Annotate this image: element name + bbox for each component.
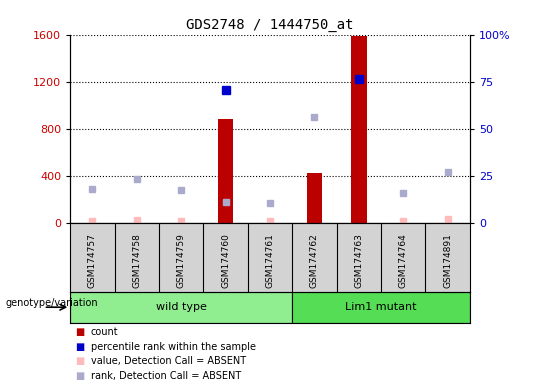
Text: wild type: wild type bbox=[156, 302, 207, 312]
Text: count: count bbox=[91, 327, 118, 337]
Text: GSM174759: GSM174759 bbox=[177, 233, 186, 288]
Text: GSM174760: GSM174760 bbox=[221, 233, 230, 288]
Bar bbox=[351, 36, 367, 223]
Bar bbox=[307, 173, 322, 223]
Text: GSM174763: GSM174763 bbox=[354, 233, 363, 288]
Text: GSM174762: GSM174762 bbox=[310, 233, 319, 288]
Title: GDS2748 / 1444750_at: GDS2748 / 1444750_at bbox=[186, 18, 354, 32]
Text: ■: ■ bbox=[76, 342, 85, 352]
Text: GSM174891: GSM174891 bbox=[443, 233, 452, 288]
Text: Lim1 mutant: Lim1 mutant bbox=[345, 302, 417, 312]
Text: GSM174761: GSM174761 bbox=[266, 233, 274, 288]
Text: GSM174757: GSM174757 bbox=[88, 233, 97, 288]
Text: GSM174758: GSM174758 bbox=[132, 233, 141, 288]
Text: percentile rank within the sample: percentile rank within the sample bbox=[91, 342, 256, 352]
Text: ■: ■ bbox=[76, 356, 85, 366]
Text: GSM174764: GSM174764 bbox=[399, 233, 408, 288]
Text: rank, Detection Call = ABSENT: rank, Detection Call = ABSENT bbox=[91, 371, 241, 381]
Bar bbox=[292, 292, 470, 323]
Text: ■: ■ bbox=[76, 327, 85, 337]
Bar bbox=[218, 119, 233, 223]
Bar bbox=[70, 292, 292, 323]
Text: genotype/variation: genotype/variation bbox=[5, 298, 98, 308]
Text: value, Detection Call = ABSENT: value, Detection Call = ABSENT bbox=[91, 356, 246, 366]
Text: ■: ■ bbox=[76, 371, 85, 381]
